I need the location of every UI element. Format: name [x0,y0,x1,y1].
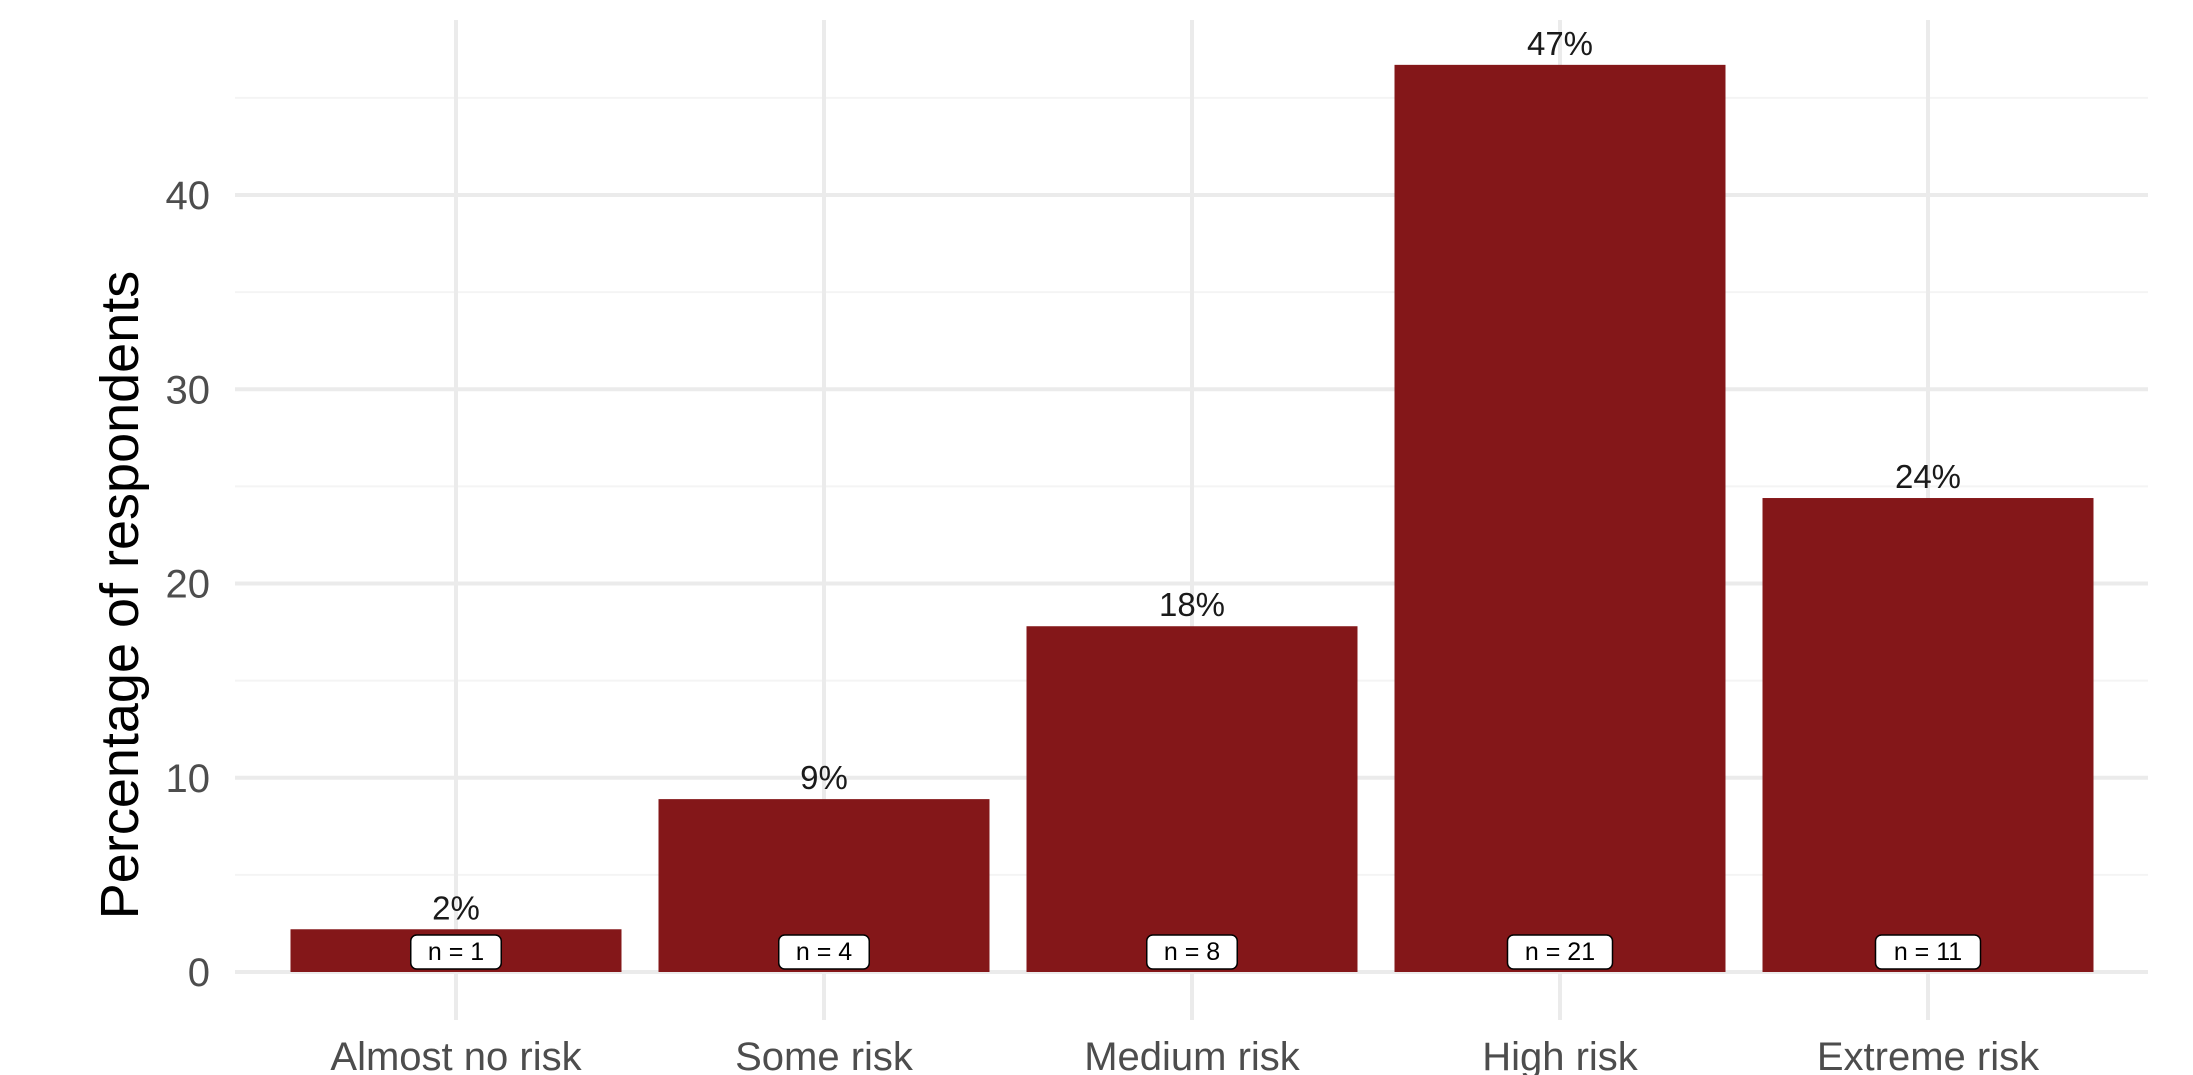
x-tick-label: Some risk [735,1035,914,1075]
y-tick-label: 40 [166,174,211,218]
y-axis-title: Percentage of respondents [90,271,150,919]
n-label: n = 8 [1164,938,1220,966]
n-label: n = 1 [428,938,484,966]
bar-value-label: 2% [432,889,480,926]
bar [1026,626,1358,972]
bar-value-label: 24% [1895,458,1961,495]
bar-value-label: 47% [1527,25,1593,62]
x-tick-label: Almost no risk [330,1035,582,1075]
n-label: n = 4 [796,938,852,966]
bar-value-label: 18% [1159,586,1225,623]
x-tick-label: Extreme risk [1817,1035,2040,1075]
bars-layer [290,64,2094,973]
n-label: n = 11 [1894,938,1962,966]
y-tick-label: 0 [188,951,210,995]
y-tick-label: 20 [166,563,211,607]
y-tick-label: 10 [166,757,211,801]
n-label-box [778,934,870,970]
bar [1394,64,1726,973]
n-label-box [1506,934,1614,970]
x-tick-label: Medium risk [1084,1035,1301,1075]
n-label: n = 21 [1525,938,1595,966]
bar-value-label: 9% [800,759,848,796]
n-label-box [410,934,502,970]
bar [1762,498,2094,972]
n-label-box [1146,934,1238,970]
y-tick-label: 30 [166,368,211,412]
x-tick-label: High risk [1482,1035,1639,1075]
n-label-box [1874,934,1982,970]
axis-layer: 0 10 20 30 40 Almost no risk Some risk Medium r… [166,174,2041,1075]
labels-layer: 2% n = 1 9% n = 4 18% n = 8 47% n = 21 24% n = 11 [410,25,1982,970]
